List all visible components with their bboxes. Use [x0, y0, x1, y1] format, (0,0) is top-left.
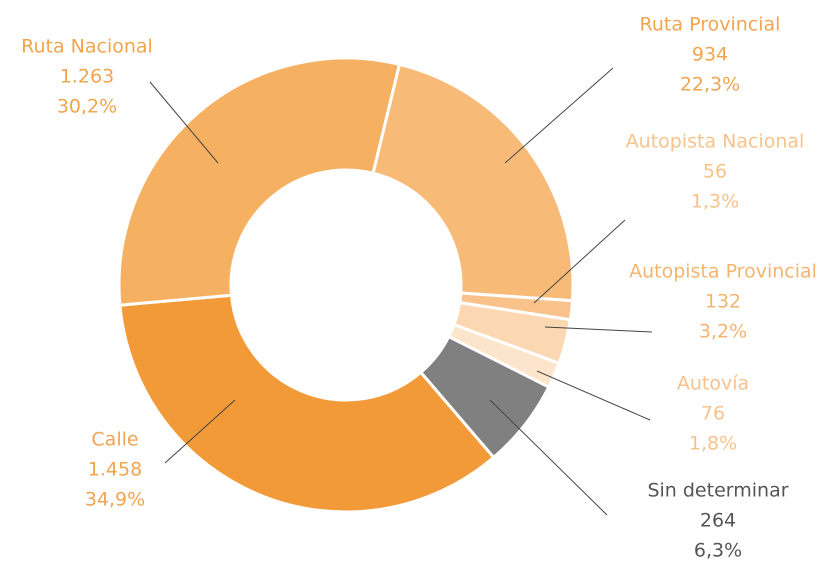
donut-slice [371, 62, 575, 303]
slice-label: Sin determinar [647, 480, 788, 502]
leader-lines [149, 67, 653, 516]
leader-line [533, 219, 626, 304]
value-label: 1.458 [88, 459, 142, 481]
slice-label: Ruta Nacional [21, 36, 153, 58]
slice-label: Ruta Provincial [640, 14, 781, 36]
percent-label: 34,9% [85, 489, 145, 511]
percent-label: 1,3% [691, 191, 739, 213]
slice-label: Calle [91, 429, 138, 451]
slice-label: Autopista Nacional [626, 131, 805, 153]
value-label: 76 [701, 403, 725, 425]
value-label: 934 [692, 44, 728, 66]
leader-line [544, 326, 653, 333]
slice-label: Autopista Provincial [629, 261, 817, 283]
percent-label: 6,3% [694, 540, 742, 561]
percent-label: 30,2% [57, 96, 117, 118]
percent-label: 3,2% [699, 321, 747, 343]
leader-line [504, 67, 614, 164]
leader-line [536, 370, 651, 421]
value-label: 132 [705, 291, 741, 313]
leader-line [489, 399, 608, 516]
donut-slice [117, 56, 402, 307]
donut [117, 56, 575, 514]
percent-label: 1,8% [689, 433, 737, 455]
slice-label: Autovía [677, 373, 749, 395]
donut-slice [118, 293, 496, 514]
value-label: 264 [700, 510, 736, 532]
leader-line [164, 399, 236, 464]
value-label: 56 [703, 161, 727, 183]
percent-label: 22,3% [680, 74, 740, 96]
leader-line [149, 81, 219, 164]
labels: Ruta Provincial 934 22,3% Autopista Naciona… [21, 14, 817, 561]
value-label: 1.263 [60, 66, 114, 88]
